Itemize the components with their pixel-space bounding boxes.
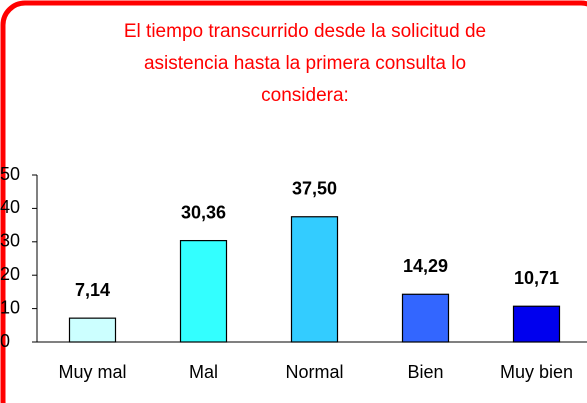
- y-tick-label: 20: [0, 264, 20, 284]
- y-tick-label: 40: [0, 197, 20, 217]
- bar: [68, 317, 117, 343]
- chart-title: considera:: [261, 85, 349, 106]
- y-tick-label: 50: [0, 164, 20, 184]
- y-tick-label: 30: [0, 231, 20, 251]
- x-tick-label: Mal: [189, 362, 218, 382]
- x-tick-label: Bien: [407, 362, 443, 382]
- chart-title: El tiempo transcurrido desde la solicitu…: [124, 21, 486, 42]
- y-tick-label: 0: [0, 331, 10, 351]
- data-label: 7,14: [75, 280, 110, 300]
- y-tick-label: 10: [0, 297, 20, 317]
- x-tick-label: Muy mal: [58, 362, 126, 382]
- x-tick-label: Muy bien: [500, 362, 573, 382]
- bar: [179, 239, 228, 343]
- bar: [290, 216, 339, 343]
- bar: [512, 305, 561, 343]
- data-label: 30,36: [181, 202, 226, 222]
- chart-title: asistencia hasta la primera consulta lo: [144, 53, 466, 74]
- data-label: 37,50: [292, 179, 337, 199]
- x-tick-label: Normal: [285, 362, 343, 382]
- bar: [401, 293, 450, 343]
- data-label: 14,29: [403, 256, 448, 276]
- data-label: 10,71: [514, 268, 559, 288]
